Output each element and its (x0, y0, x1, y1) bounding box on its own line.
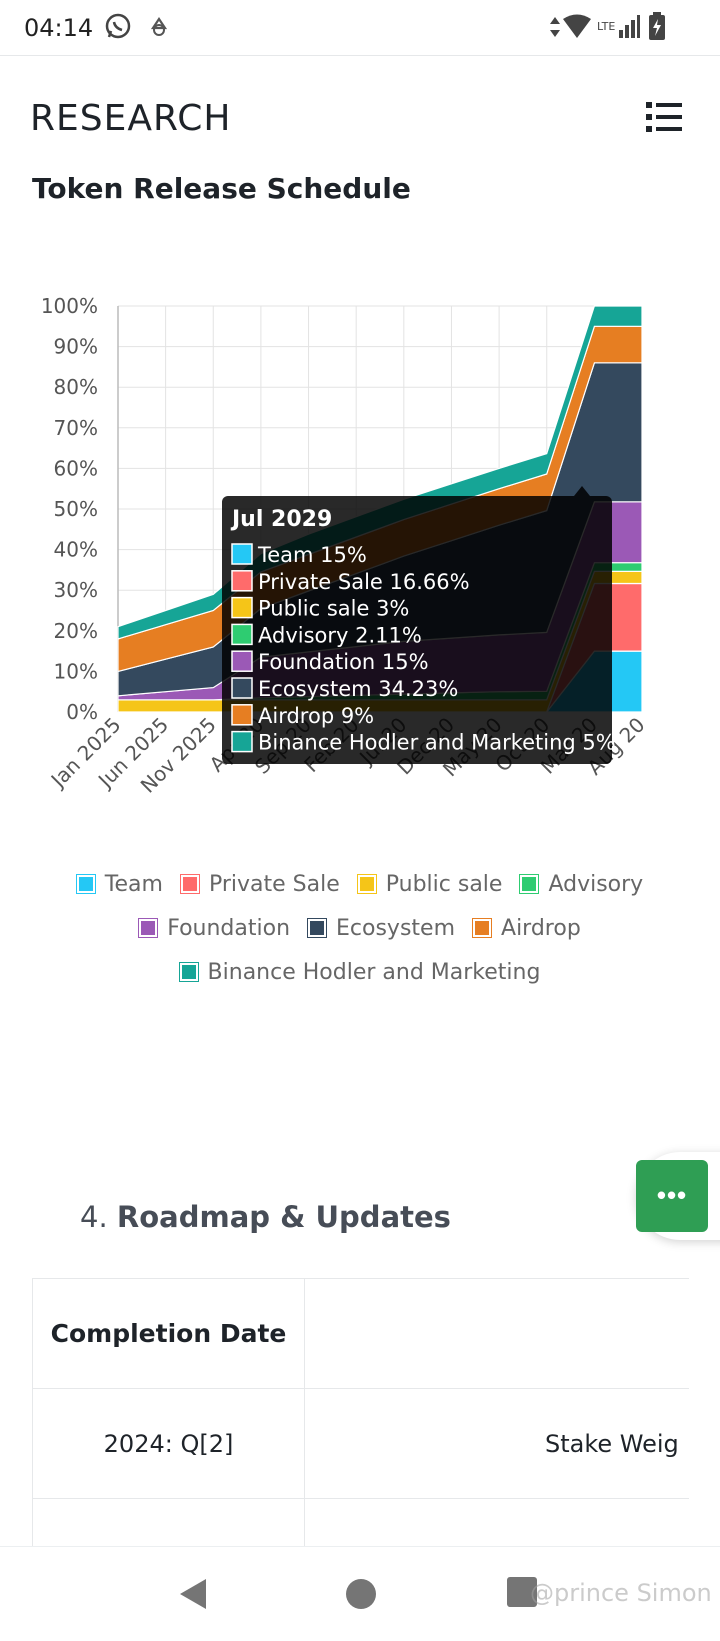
legend-item[interactable]: Ecosystem (307, 914, 456, 942)
status-divider (0, 55, 720, 56)
legend-swatch (178, 962, 199, 982)
tooltip-swatch (231, 543, 253, 565)
tooltip-swatch (231, 570, 253, 592)
legend-swatch (307, 918, 328, 938)
whatsapp-icon (105, 13, 131, 39)
tooltip-row: Binance Hodler and Marketing 5% (258, 731, 616, 755)
status-bar: 04:14 LTE (0, 0, 720, 56)
roadmap-number: 4. (80, 1200, 108, 1234)
tooltip-row: Public sale 3% (258, 597, 409, 621)
watermark-text: @prince Simon (530, 1579, 712, 1607)
table-cell-desc (305, 1499, 689, 1549)
menu-list-icon[interactable] (646, 100, 682, 134)
legend-label: Private Sale (208, 871, 340, 897)
tooltip-row: Private Sale 16.66% (258, 570, 470, 594)
legend-label: Airdrop (501, 915, 581, 941)
legend-item[interactable]: Team (75, 870, 163, 898)
y-tick-label: 50% (54, 497, 98, 521)
token-release-chart[interactable]: 0%10%20%30%40%50%60%70%80%90%100%Jan 202… (0, 290, 720, 850)
data-arrows-icon (550, 17, 560, 37)
legend-label: Binance Hodler and Marketing (207, 959, 541, 985)
recycle-icon (150, 17, 168, 36)
more-dots-icon: ••• (656, 1180, 688, 1210)
legend-swatch (75, 874, 96, 894)
roadmap-heading: 4. Roadmap & Updates (80, 1200, 451, 1234)
tooltip-swatch (231, 704, 253, 726)
tooltip-swatch (231, 677, 253, 699)
legend-item[interactable]: Foundation (138, 914, 291, 942)
y-tick-label: 40% (54, 538, 98, 562)
tooltip-swatch (231, 596, 253, 619)
legend-label: Public sale (385, 871, 503, 897)
legend-label: Team (104, 871, 163, 897)
y-tick-label: 30% (54, 578, 98, 602)
table-header-desc (305, 1279, 689, 1389)
tooltip-swatch (231, 623, 253, 646)
roadmap-title: Roadmap & Updates (116, 1200, 451, 1234)
legend-item[interactable]: Public sale (356, 870, 503, 898)
signal-icon (619, 15, 640, 38)
table-cell-date (33, 1499, 305, 1549)
tooltip-row: Advisory 2.11% (258, 623, 422, 647)
legend-item[interactable]: Airdrop (472, 914, 581, 942)
y-tick-label: 0% (66, 700, 98, 724)
brand-title[interactable]: RESEARCH (30, 98, 232, 139)
section-title: Token Release Schedule (32, 172, 411, 205)
chart-legend: Team Private Sale Public sale Advisory Found… (40, 870, 680, 986)
table-header-date: Completion Date (33, 1279, 305, 1389)
navigation-bar: @prince Simon (0, 1546, 720, 1641)
table-cell-date: 2024: Q[2] (33, 1389, 305, 1499)
y-tick-label: 10% (54, 659, 98, 683)
status-time: 04:14 (24, 14, 94, 42)
y-tick-label: 70% (54, 416, 98, 440)
legend-swatch (179, 874, 200, 894)
legend-label: Foundation (167, 915, 291, 941)
legend-item[interactable]: Private Sale (179, 870, 340, 898)
recents-icon[interactable] (507, 1577, 537, 1607)
y-tick-label: 90% (54, 335, 98, 359)
legend-swatch (472, 918, 493, 938)
tooltip-box (222, 496, 612, 764)
roadmap-table: Completion Date 2024: Q[2] Stake Weig (32, 1278, 689, 1549)
y-tick-label: 80% (54, 375, 98, 399)
legend-item[interactable]: Binance Hodler and Marketing (178, 958, 541, 986)
tooltip-caret (574, 486, 590, 496)
legend-swatch (138, 918, 159, 938)
tooltip-row: Foundation 15% (258, 650, 429, 674)
table-cell-desc: Stake Weig (305, 1389, 689, 1499)
legend-label: Ecosystem (336, 915, 456, 941)
home-icon[interactable] (346, 1579, 376, 1609)
more-options-button[interactable]: ••• (636, 1160, 708, 1232)
legend-item[interactable]: Advisory (519, 870, 644, 898)
tooltip-title: Jul 2029 (230, 507, 332, 532)
battery-charging-icon (649, 12, 665, 40)
tooltip-swatch (231, 650, 253, 672)
back-icon[interactable] (178, 1577, 208, 1611)
tooltip-row: Airdrop 9% (258, 704, 374, 728)
network-label: LTE (597, 20, 616, 33)
y-tick-label: 100% (41, 294, 98, 318)
legend-swatch (356, 874, 377, 894)
tooltip-row: Team 15% (257, 543, 367, 567)
tooltip-swatch (231, 730, 253, 753)
legend-label: Advisory (548, 871, 644, 897)
y-tick-label: 20% (54, 619, 98, 643)
legend-swatch (519, 874, 540, 894)
wifi-icon (563, 14, 591, 38)
y-tick-label: 60% (54, 456, 98, 480)
tooltip-row: Ecosystem 34.23% (258, 677, 458, 701)
